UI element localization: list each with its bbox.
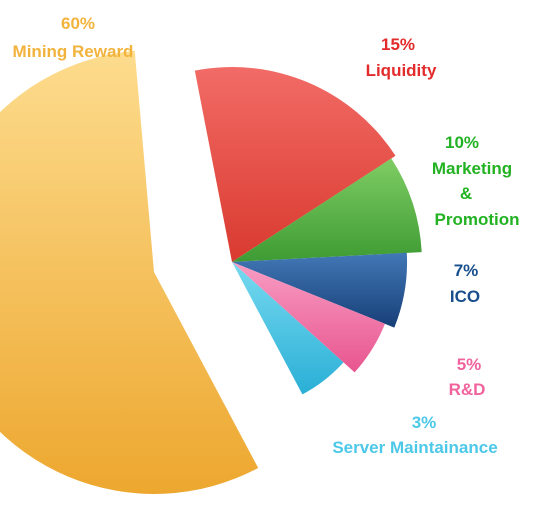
label-rd-name: R&D (449, 380, 486, 399)
label-marketing-line-1: Marketing (432, 159, 512, 178)
label-mining-percent: 60% (61, 14, 95, 33)
label-marketing-percent: 10% (445, 133, 479, 152)
label-rd-percent: 5% (457, 355, 482, 374)
label-marketing-line-2: & (460, 184, 472, 203)
slice-marketing-promotion (232, 158, 422, 262)
label-liquidity-percent: 15% (381, 35, 415, 54)
slice-server-maintainance (232, 262, 344, 395)
label-server-name: Server Maintainance (332, 438, 497, 457)
label-mining-name: Mining Reward (13, 42, 134, 61)
label-liquidity-name: Liquidity (366, 61, 437, 80)
label-marketing-line-3: Promotion (435, 210, 520, 229)
slice-ico (232, 252, 408, 328)
slice-mining-reward (0, 50, 259, 494)
slice-liquidity (194, 67, 396, 263)
label-server-percent: 3% (412, 413, 437, 432)
label-ico-percent: 7% (454, 261, 479, 280)
label-ico-name: ICO (450, 287, 480, 306)
slice-rd (232, 262, 385, 373)
